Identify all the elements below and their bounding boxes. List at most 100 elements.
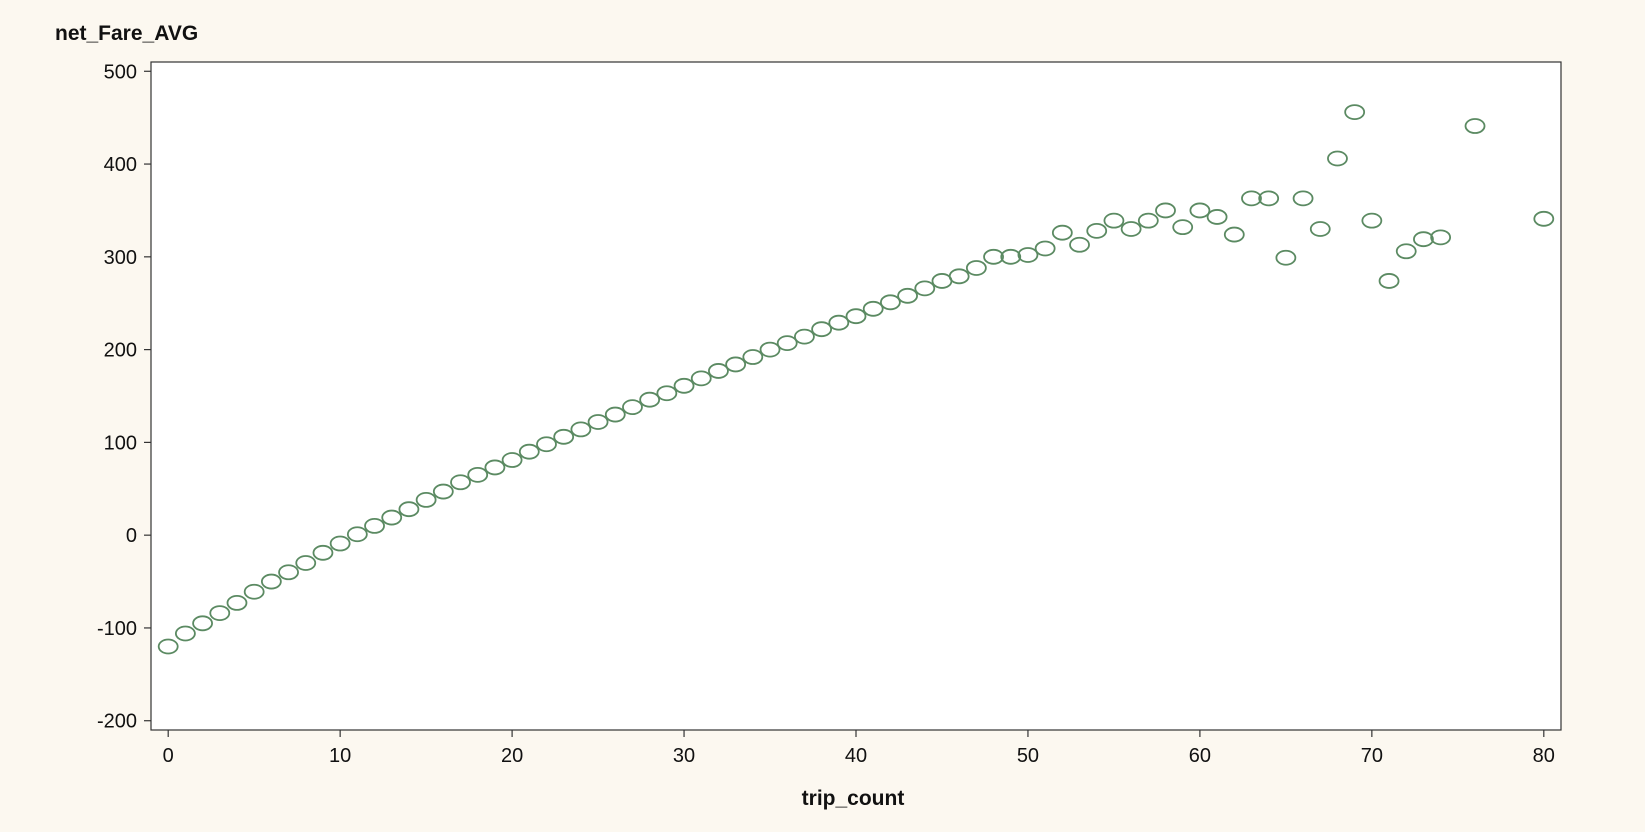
data-point [879,294,901,311]
data-point [914,280,936,297]
data-point [845,308,867,325]
y-tick-label: -200 [97,711,137,733]
x-tick-label: 50 [1017,745,1039,767]
data-point [174,625,196,642]
data-point [1103,212,1125,229]
data-point [295,555,317,571]
data-point [209,605,231,621]
data-point [673,377,695,394]
x-axis: 0 10 20 30 40 50 60 70 80 [163,730,1555,767]
data-point [1069,236,1090,253]
data-point [1464,118,1486,134]
data-point [759,341,781,358]
data-point [656,385,678,402]
data-point [1413,231,1434,248]
data-point [1292,190,1314,207]
data-point [536,436,557,453]
data-point [518,443,540,460]
data-point [398,501,420,518]
data-point [604,406,626,423]
data-point [725,356,747,373]
data-point [432,483,454,500]
data-point [1189,202,1211,219]
y-axis: -200 -100 0 100 200 300 400 500 [97,61,151,733]
data-point [897,287,918,304]
y-tick-label: 100 [104,432,137,454]
data-point [948,268,970,285]
data-point [1258,190,1280,207]
data-point [381,509,403,526]
data-point [157,638,179,655]
data-point [226,594,248,611]
y-tick-label: 500 [104,61,137,83]
data-point [278,564,299,581]
x-tick-label: 70 [1361,745,1383,767]
data-point [1309,221,1331,237]
data-point [192,615,213,632]
x-tick-label: 0 [163,745,174,767]
x-axis-title: trip_count [802,787,905,810]
data-point [811,321,833,338]
data-point [553,428,575,445]
data-point [776,335,798,352]
data-point [1120,221,1142,237]
data-point [1137,212,1159,229]
data-point [1327,150,1348,167]
data-point [1378,273,1400,289]
y-axis-title: net_Fare_AVG [55,22,198,45]
data-point [1155,202,1176,219]
data-point [1017,247,1039,263]
data-points [157,104,1555,655]
data-point [587,414,609,430]
y-tick-label: 0 [126,525,137,547]
y-tick-label: 400 [104,154,137,176]
data-point [260,573,282,590]
y-tick-label: 300 [104,247,137,269]
data-point [1206,209,1228,225]
data-point [1395,243,1417,260]
data-point [1086,222,1108,239]
data-point [312,544,334,561]
data-point [1241,190,1262,207]
data-point [329,535,351,552]
data-point [965,260,987,276]
y-tick-label: -100 [97,618,137,640]
x-tick-label: 60 [1189,745,1211,767]
data-point [1533,210,1555,227]
plot-area [150,61,1562,731]
data-point [1361,212,1383,229]
data-point [828,314,850,331]
data-point [1034,240,1056,257]
data-point [983,248,1004,265]
data-point [794,328,815,345]
x-tick-label: 80 [1533,745,1555,767]
x-tick-label: 40 [845,745,867,767]
data-point [570,421,592,438]
y-tick-label: 200 [104,340,137,362]
data-point [501,452,523,468]
data-point [690,370,712,387]
data-point [1223,226,1245,243]
x-tick-label: 30 [673,745,695,767]
data-point [1344,104,1366,120]
data-point [622,399,643,416]
data-point [1275,249,1297,266]
data-point [862,300,884,317]
data-point [364,517,385,534]
data-point [639,391,661,408]
data-point [708,363,729,379]
x-tick-label: 20 [501,745,523,767]
x-tick-label: 10 [329,745,351,767]
data-point [346,526,368,543]
data-point [415,492,437,508]
data-point [1051,224,1073,241]
data-point [742,349,764,365]
data-point [450,474,471,491]
data-point [1430,229,1452,246]
data-point [484,459,506,476]
data-point [243,583,265,600]
data-point [1000,248,1022,265]
data-point [467,466,489,483]
